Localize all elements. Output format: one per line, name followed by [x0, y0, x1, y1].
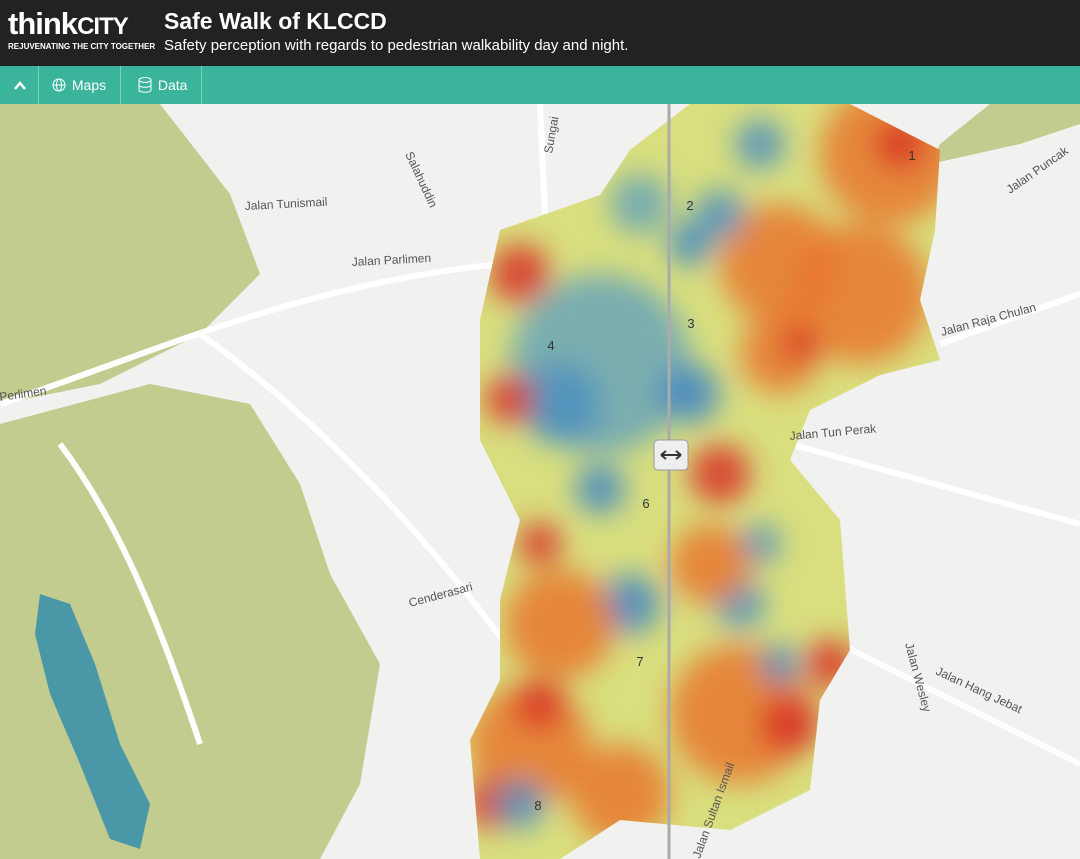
- logo[interactable]: thinkCITY: [8, 6, 129, 42]
- header: thinkCITY REJUVENATING THE CITY TOGETHER…: [0, 0, 1080, 66]
- heat-spot: [740, 524, 780, 564]
- heat-spot: [760, 644, 800, 684]
- data-button[interactable]: Data: [124, 66, 203, 104]
- heat-spot: [610, 174, 670, 234]
- street-label: Jalan Parlimen: [351, 251, 431, 269]
- heat-spot: [782, 326, 818, 362]
- globe-icon: [52, 78, 66, 92]
- roads: [0, 104, 1080, 767]
- street-label: Sungai: [541, 115, 561, 154]
- logo-think: think: [8, 6, 78, 41]
- heat-spot: [735, 119, 785, 169]
- heat-spot: [695, 189, 745, 239]
- heat-spot: [490, 244, 550, 304]
- maps-button[interactable]: Maps: [38, 66, 122, 104]
- heat-spot: [668, 222, 712, 266]
- title: Safe Walk of KLCCD: [164, 8, 387, 34]
- heat-spot: [600, 574, 660, 634]
- toolbar: Maps Data: [0, 66, 1080, 104]
- data-label: Data: [157, 77, 188, 93]
- area-label: 7: [636, 654, 643, 669]
- subtitle: Safety perception with regards to pedest…: [164, 37, 629, 54]
- heat-spot: [518, 522, 562, 566]
- heat-spot: [660, 364, 720, 424]
- tagline: REJUVENATING THE CITY TOGETHER: [8, 42, 156, 51]
- heat-spot: [760, 694, 820, 754]
- heat-spot: [570, 744, 670, 844]
- heat-spot: [670, 524, 750, 604]
- street-label: Jalan Tunismail: [244, 195, 327, 213]
- area-label: 2: [686, 198, 693, 213]
- collapse-button[interactable]: [0, 66, 39, 104]
- chevron-icon: [14, 81, 26, 90]
- maps-label: Maps: [71, 77, 107, 93]
- heat-spot: [515, 679, 565, 729]
- lake: [35, 594, 150, 849]
- heat-spot: [575, 464, 625, 514]
- heat-spot: [485, 374, 535, 424]
- database-icon: [138, 77, 152, 93]
- area-label: 3: [687, 316, 694, 331]
- heat-spot: [505, 569, 615, 679]
- area-label: 8: [534, 798, 541, 813]
- logo-city: CITY: [77, 13, 129, 40]
- swipe-handle[interactable]: [653, 439, 689, 471]
- heat-spot: [495, 779, 545, 829]
- area-label: 4: [547, 338, 554, 353]
- area-label: 1: [908, 148, 915, 163]
- street-label: Perlimen: [0, 384, 47, 404]
- heat-spot: [520, 364, 600, 444]
- heat-spot: [690, 444, 750, 504]
- heat-spot: [790, 224, 930, 364]
- area-label: 6: [642, 496, 649, 511]
